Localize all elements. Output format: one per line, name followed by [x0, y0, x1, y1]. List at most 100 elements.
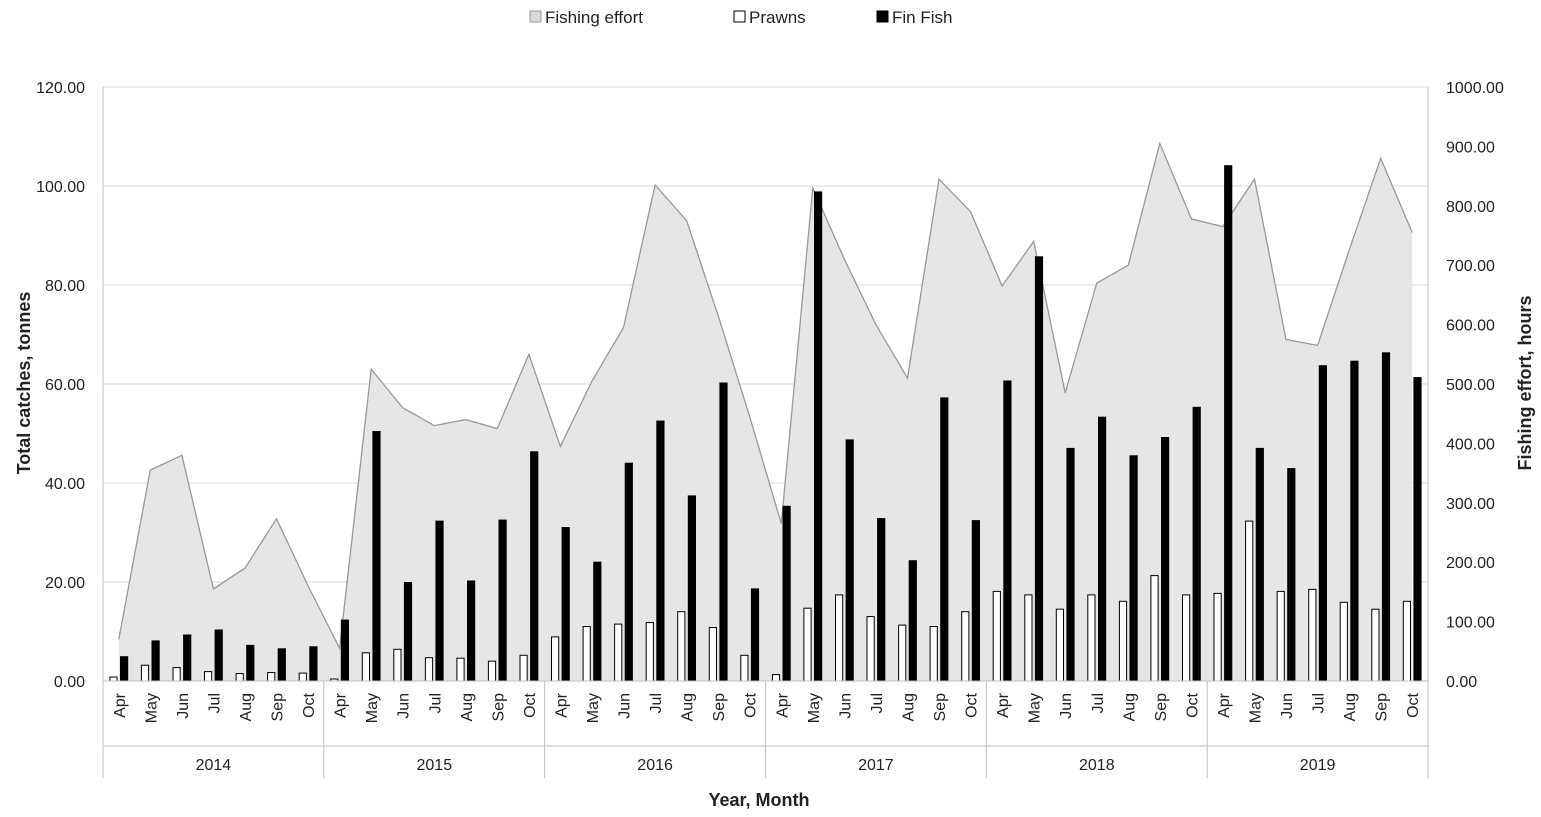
x-month-label: Apr — [774, 692, 791, 718]
fin-fish-bar — [750, 588, 760, 682]
x-month-label: Oct — [1405, 692, 1422, 717]
x-month-label: May — [1248, 693, 1265, 723]
y-axis-title: Total catches, tonnes — [14, 292, 34, 475]
x-month-label: May — [364, 693, 381, 723]
y2-tick-label: 500.00 — [1446, 377, 1495, 394]
x-month-label: Oct — [1184, 692, 1201, 717]
legend-label: Prawns — [749, 8, 806, 27]
prawns-bar — [961, 611, 970, 682]
x-month-label: Apr — [553, 692, 570, 718]
prawns-bar — [614, 623, 623, 682]
fin-fish-bar — [1066, 447, 1075, 682]
fin-fish-bar — [593, 561, 602, 682]
y2-tick-label: 100.00 — [1446, 615, 1495, 632]
fin-fish-bar — [120, 656, 129, 682]
y2-axis-title: Fishing effort, hours — [1515, 296, 1535, 471]
prawns-bar — [582, 626, 591, 682]
legend-swatch — [733, 10, 746, 23]
fin-fish-bar — [1129, 455, 1138, 682]
x-month-label: May — [806, 693, 823, 723]
fin-fish-bar — [435, 520, 444, 682]
prawns-bar — [1213, 592, 1222, 682]
x-year-label: 2014 — [196, 757, 232, 774]
fin-fish-bar — [214, 629, 223, 682]
x-year-label: 2015 — [417, 757, 453, 774]
fin-fish-bar — [1003, 380, 1012, 682]
prawns-bar — [487, 660, 497, 682]
x-year-label: 2017 — [858, 757, 894, 774]
fin-fish-bar — [1034, 256, 1044, 682]
x-month-label: Sep — [932, 693, 949, 722]
x-month-label: Apr — [333, 692, 350, 718]
x-month-label: Sep — [490, 693, 507, 722]
fin-fish-bar — [1381, 352, 1391, 682]
x-month-label: Jun — [837, 693, 854, 719]
x-month-label: Sep — [270, 693, 287, 722]
y2-tick-label: 400.00 — [1446, 436, 1495, 453]
x-month-label: Jul — [206, 693, 223, 713]
x-month-label: Jul — [1090, 693, 1107, 713]
x-month-label: Jun — [1279, 693, 1296, 719]
prawns-bar — [677, 611, 686, 682]
y2-tick-label: 1000.00 — [1446, 80, 1504, 97]
fin-fish-bar — [467, 580, 476, 682]
fin-fish-bar — [1413, 377, 1422, 682]
y2-tick-label: 800.00 — [1446, 199, 1495, 216]
prawns-bar — [835, 594, 844, 682]
x-month-label: May — [143, 693, 160, 723]
x-month-label: Jul — [869, 693, 886, 713]
x-month-label: Sep — [1153, 693, 1170, 722]
x-month-label: Aug — [680, 693, 697, 721]
axes: 0.00 20.00 40.00 60.00 80.00 100.00 120.00 0.00… — [36, 80, 1504, 778]
prawns-bar — [298, 672, 307, 682]
x-month-label: Jun — [396, 693, 413, 719]
prawns-bar — [424, 657, 434, 682]
x-month-label: May — [585, 693, 602, 723]
x-month-label: Oct — [522, 692, 539, 717]
y2-tick-label: 300.00 — [1446, 496, 1495, 513]
prawns-bar — [109, 676, 118, 682]
prawns-bar — [1055, 608, 1065, 682]
prawns-bar — [771, 674, 781, 682]
x-month-label: Jun — [617, 693, 634, 719]
x-month-label: Oct — [964, 692, 981, 717]
y2-tick-label: 200.00 — [1446, 555, 1495, 572]
fin-fish-bar — [498, 519, 507, 682]
fin-fish-bar — [1255, 447, 1264, 682]
fin-fish-bar — [530, 451, 539, 682]
y-tick-label: 80.00 — [45, 278, 85, 295]
fin-fish-bar — [1287, 468, 1296, 682]
prawns-bar — [929, 626, 938, 682]
fin-fish-bar — [277, 648, 286, 682]
legend-label: Fishing effort — [545, 8, 643, 27]
fin-fish-bar — [814, 191, 823, 682]
x-month-label: Apr — [1216, 692, 1233, 718]
y2-tick-label: 600.00 — [1446, 318, 1495, 335]
x-month-label: Sep — [1374, 693, 1391, 722]
y-tick-label: 120.00 — [36, 80, 85, 97]
prawns-bar — [267, 672, 276, 682]
prawns-bar — [1024, 594, 1033, 682]
y-tick-label: 0.00 — [54, 674, 85, 691]
fin-fish-bar — [151, 640, 160, 682]
y2-tick-label: 0.00 — [1446, 674, 1477, 691]
y-tick-label: 40.00 — [45, 476, 85, 493]
prawns-bar — [361, 652, 370, 682]
x-month-label: Jul — [427, 693, 444, 713]
x-year-label: 2018 — [1079, 757, 1115, 774]
x-month-label: Sep — [711, 693, 728, 722]
fin-fish-bar — [656, 420, 665, 682]
fin-fish-bar — [782, 505, 791, 682]
fin-fish-bar — [403, 582, 413, 682]
fin-fish-bar — [971, 520, 980, 682]
prawns-bar — [1371, 608, 1380, 682]
x-month-label: Aug — [238, 693, 255, 721]
fin-fish-bar — [1318, 365, 1328, 682]
x-month-label: Jun — [1058, 693, 1075, 719]
fin-fish-bar — [1224, 165, 1233, 682]
legend-swatch — [876, 10, 889, 23]
x-month-label: Jul — [1311, 693, 1328, 713]
x-month-label: Aug — [459, 693, 476, 721]
